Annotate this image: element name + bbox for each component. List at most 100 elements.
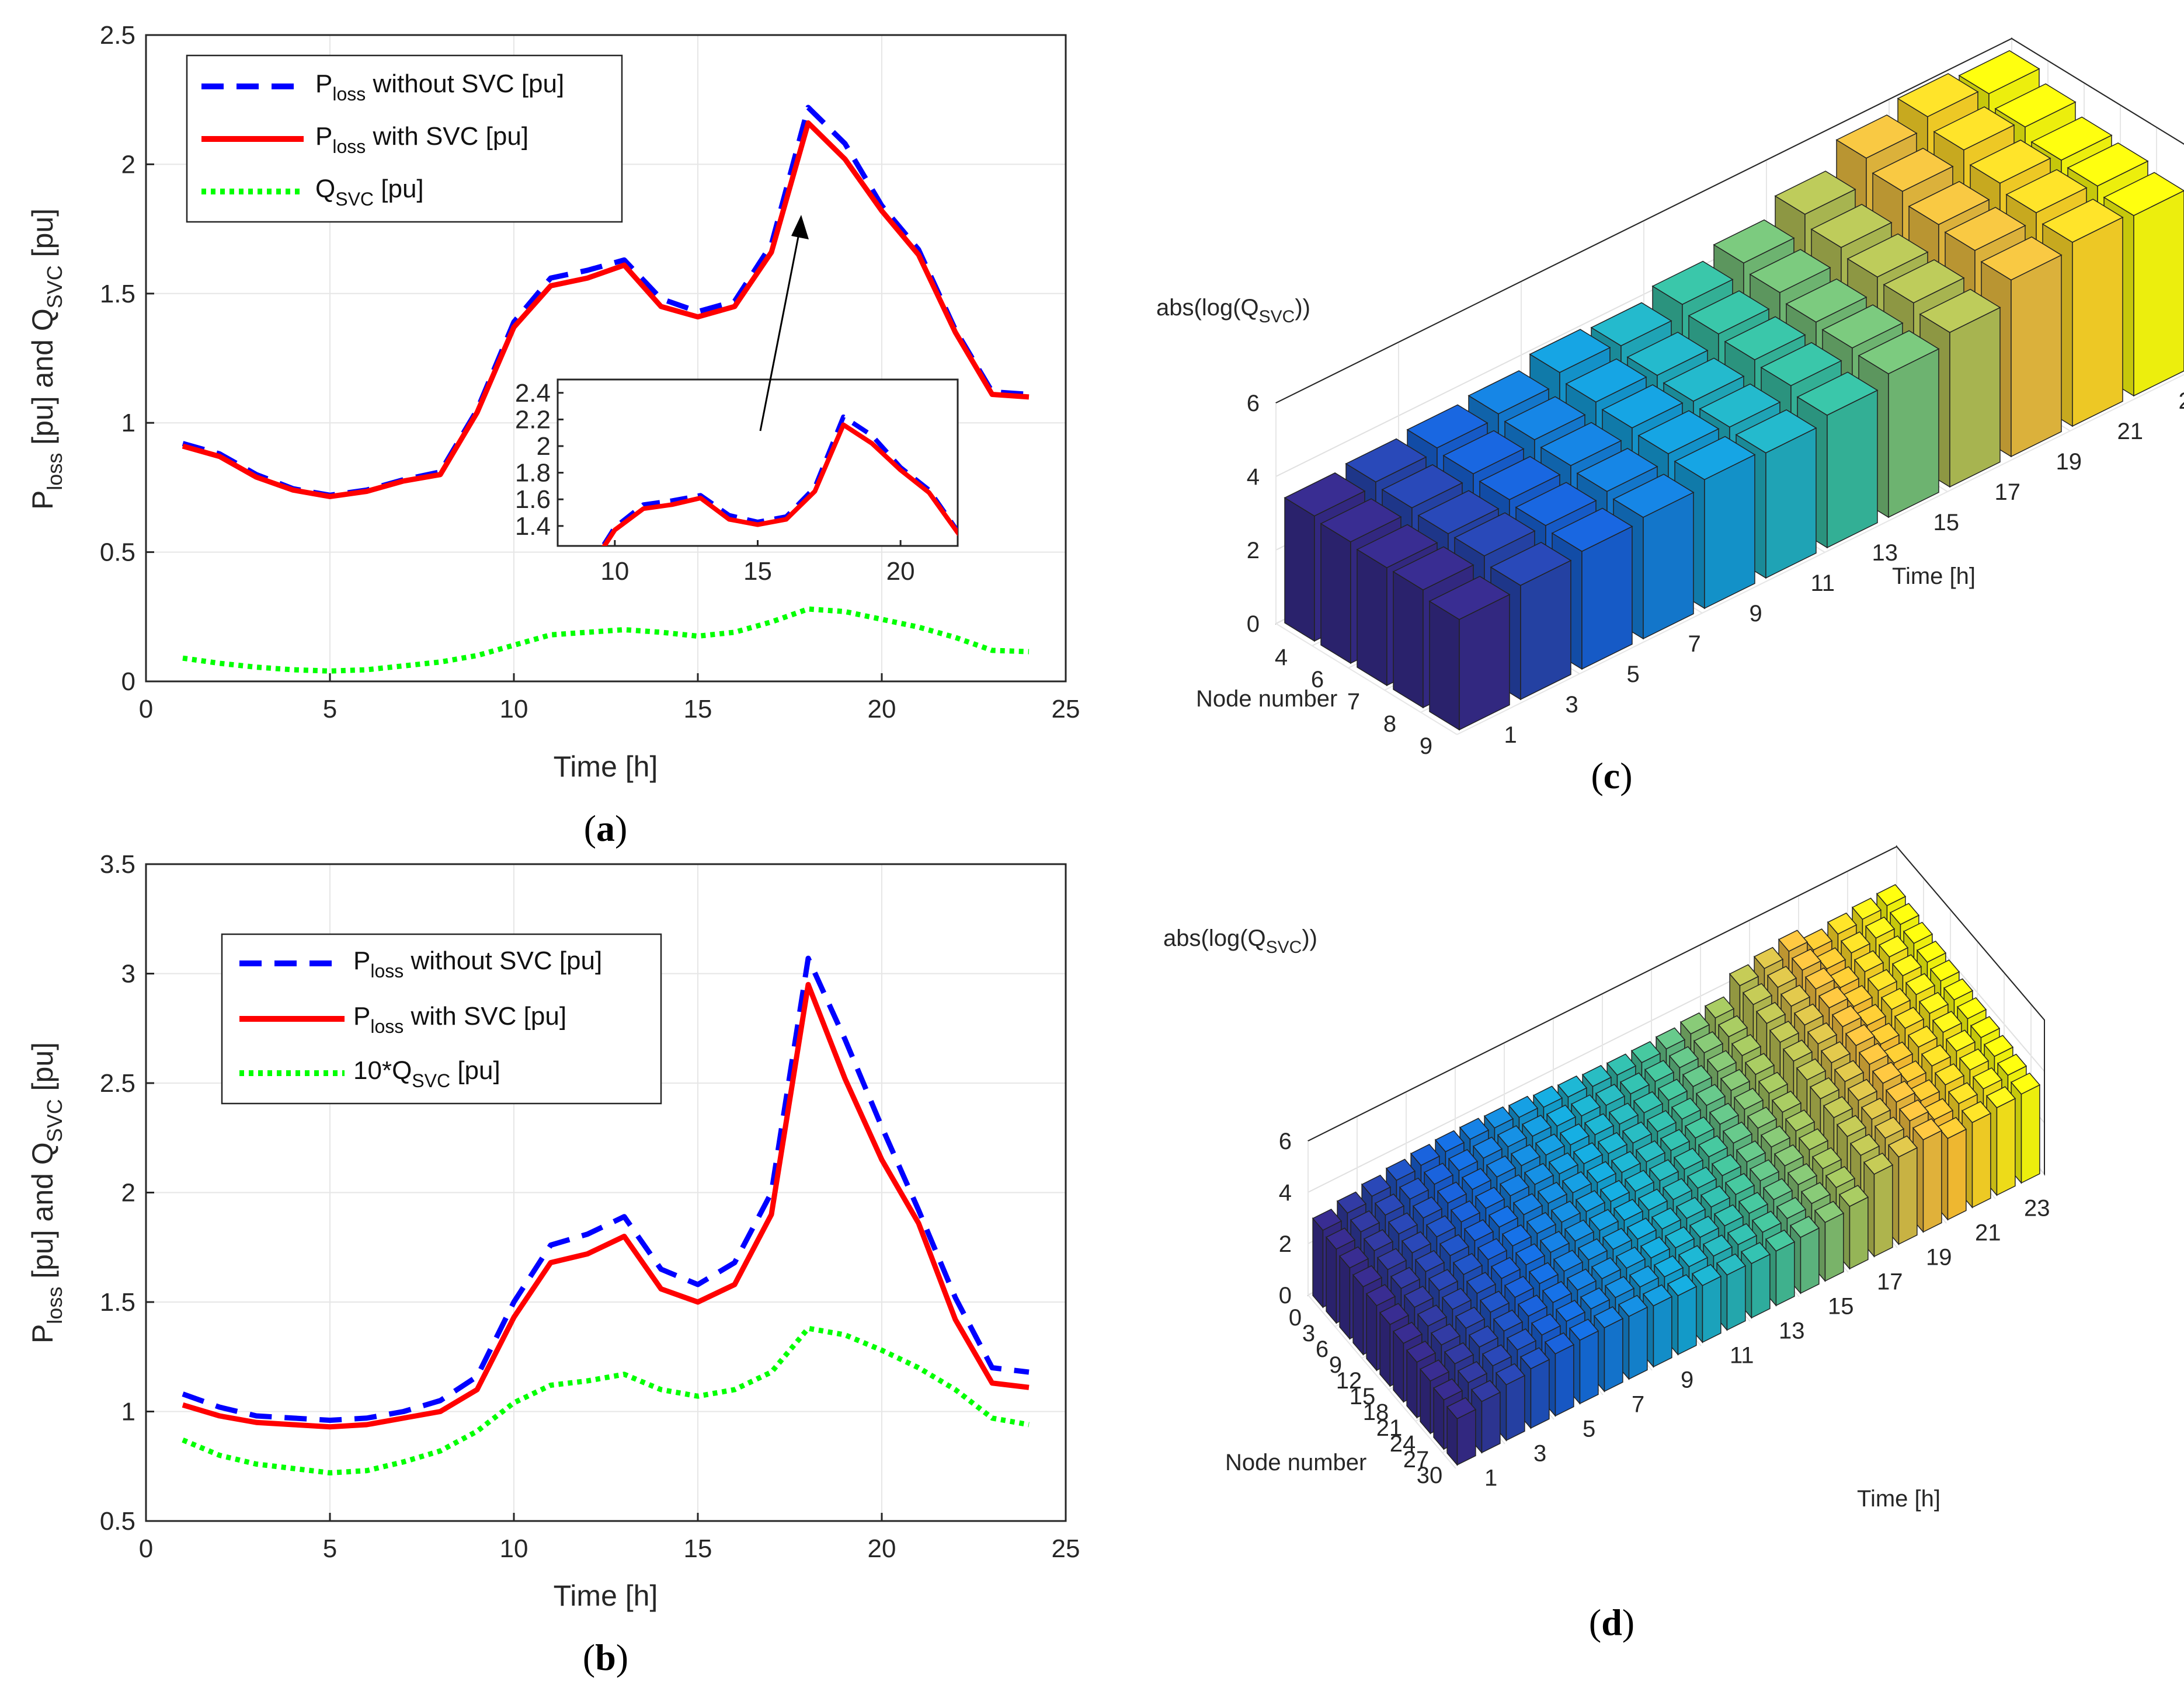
bar-top-face <box>1945 1029 1976 1052</box>
bar <box>1428 576 1511 731</box>
bar-top-face <box>1796 1058 1827 1081</box>
chart-a-plot-frame <box>145 34 1067 683</box>
bar-top-face <box>1615 1247 1646 1269</box>
panel-label-b: (b) <box>583 1637 628 1678</box>
y-tick-label: 2 <box>121 150 135 179</box>
bar-top-face <box>1744 1053 1775 1076</box>
bar-side-face <box>1849 1196 1869 1270</box>
bar-side-face <box>1800 1227 1820 1294</box>
bar-side-face <box>1530 1359 1550 1429</box>
y-tick-label: 2.5 <box>100 21 135 50</box>
bar-top-face <box>1559 1123 1590 1146</box>
node-tick-label: 4 <box>1275 645 1288 670</box>
bar-top-face <box>1580 1287 1611 1310</box>
chart-b-ticks: 0 5 10 15 20 25 0.5 1 1.5 2 2.5 3 3.5 <box>100 850 1080 1563</box>
chart-c-y-axis-label: Time [h] <box>1892 563 1976 589</box>
bar-top-face <box>1834 1060 1865 1083</box>
chart-b-x-axis-label: Time [h] <box>554 1579 658 1612</box>
bar-top-face <box>1450 1200 1481 1223</box>
bar-top-face <box>1894 1007 1925 1029</box>
bar-top-face <box>1410 1144 1441 1166</box>
time-tick-label: 15 <box>1933 510 1960 535</box>
x-tick-label: 15 <box>684 1534 712 1563</box>
time-tick-label: 9 <box>1750 601 1762 626</box>
bar-side-face <box>1653 1296 1672 1368</box>
bar-top-face <box>1831 1005 1862 1028</box>
x-tick-label: 25 <box>1052 695 1080 723</box>
bar-top-face <box>1537 1182 1568 1204</box>
bar-side-face <box>2133 190 2184 397</box>
bar-top-face <box>1846 233 1929 278</box>
bar-top-face <box>1983 1035 2014 1057</box>
bar-top-face <box>1439 1234 1470 1257</box>
bar-top-face <box>1912 1118 1943 1141</box>
bar-top-face <box>1738 1192 1769 1214</box>
bar-top-face <box>1711 1154 1742 1177</box>
bar-top-face <box>1597 1132 1628 1154</box>
bar-top-face <box>1467 370 1550 415</box>
bar-top-face <box>1499 1174 1530 1197</box>
bar-top-face <box>1526 1212 1557 1234</box>
bar-top-face <box>1417 1304 1448 1327</box>
bar-top-face <box>1593 1306 1624 1329</box>
bar-top-face <box>1700 1185 1731 1208</box>
bar-front-face <box>1326 1235 1337 1325</box>
bar-top-face <box>1936 1116 1967 1139</box>
node-tick-label: 7 <box>1347 689 1360 715</box>
bar-top-face <box>1923 1098 1954 1120</box>
bar-top-face <box>1517 1294 1548 1317</box>
bar-top-face <box>1622 1121 1653 1144</box>
bar-top-face <box>1921 1044 1952 1067</box>
bar-top-face <box>1972 1067 2003 1090</box>
bar-top-face <box>1432 1378 1463 1401</box>
bar-top-face <box>1312 1209 1343 1231</box>
chart-b-line-plot: 0 5 10 15 20 25 0.5 1 1.5 2 2.5 3 3.5 Ploss without … <box>26 850 1080 1678</box>
bar-top-face <box>1682 1065 1713 1087</box>
bar-top-face <box>1810 204 1893 248</box>
panel-label-c: (c) <box>1591 755 1632 796</box>
bar-top-face <box>1693 1031 1724 1054</box>
bar-top-face <box>1425 1215 1456 1238</box>
bar-top-face <box>1699 383 1781 428</box>
bar-top-face <box>1453 512 1536 556</box>
bar-top-face <box>1858 1043 1889 1065</box>
node-tick-label: 27 <box>1403 1447 1430 1473</box>
node-tick-label: 8 <box>1383 711 1396 737</box>
bar-top-face <box>1455 1306 1486 1329</box>
bar-top-face <box>1735 409 1817 454</box>
bar-top-face <box>1684 1116 1715 1139</box>
bar-top-face <box>1463 1219 1494 1242</box>
bar <box>1446 1397 1477 1467</box>
bar-top-face <box>1660 1129 1691 1151</box>
bar-top-face <box>1446 1397 1477 1419</box>
bar-top-face <box>1521 1115 1552 1137</box>
bar-top-face <box>1553 1249 1584 1272</box>
bar-top-face <box>1490 541 1572 586</box>
bar-top-face <box>1586 1161 1617 1184</box>
bar-top-face <box>1350 1210 1380 1233</box>
x-tick-label: 0 <box>139 695 153 723</box>
time-tick-label: 19 <box>1926 1245 1952 1271</box>
time-tick-label: 13 <box>1779 1318 1805 1344</box>
bar-top-face <box>1678 1245 1709 1268</box>
bar-top-face <box>1880 987 1911 1010</box>
node-tick-label: 6 <box>1316 1336 1329 1362</box>
bar-top-face <box>1849 1133 1880 1156</box>
bar-top-face <box>1958 50 2040 95</box>
bar-top-face <box>1470 1380 1501 1402</box>
bar-top-face <box>1608 1102 1639 1125</box>
bar-top-face <box>1717 1015 1748 1038</box>
bar-top-face <box>1898 1099 1929 1122</box>
bar-top-face <box>1889 903 1920 925</box>
bar-top-face <box>1390 1266 1421 1289</box>
bar-top-face <box>1532 1085 1563 1108</box>
bar-top-face <box>1629 1265 1660 1288</box>
bar-top-face <box>1481 1344 1512 1367</box>
bar-top-face <box>1878 935 1909 958</box>
chart-a-legend: Ploss without SVC [pu] Ploss with SVC [p… <box>186 54 623 223</box>
node-tick-label: 12 <box>1336 1368 1362 1394</box>
bar-top-face <box>1771 1090 1802 1113</box>
bar-top-face <box>1506 1328 1537 1351</box>
bar-top-face <box>1929 959 1960 982</box>
bar-top-face <box>1602 1227 1633 1250</box>
